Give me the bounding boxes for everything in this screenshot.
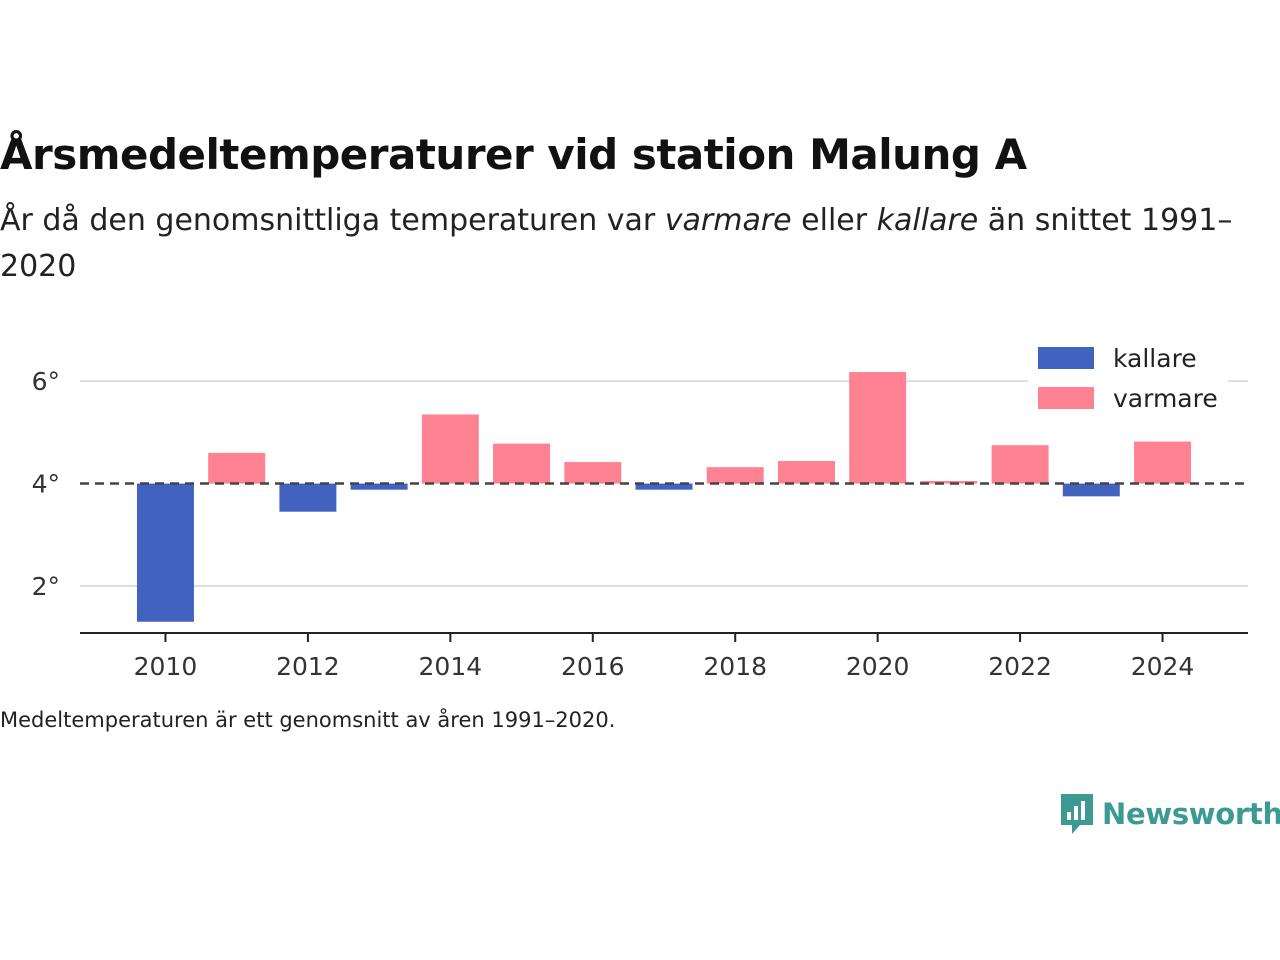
bar-warm [777, 461, 835, 484]
chart-subtitle: År då den genomsnittliga temperaturen va… [0, 198, 1240, 290]
subtitle-text-2: eller [791, 203, 877, 238]
newsworthy-logo: Newsworthy [1058, 790, 1280, 838]
bar-warm [564, 462, 622, 484]
bar-warm [991, 445, 1049, 484]
bar-cold [635, 483, 693, 490]
bar-warm [208, 452, 266, 484]
x-tick-label: 2024 [1131, 652, 1195, 681]
bar-warm [421, 414, 479, 484]
bar-warm [920, 481, 978, 484]
bar-cold [136, 483, 194, 622]
bar-cold [350, 483, 408, 490]
legend-label-kallare: kallare [1113, 344, 1197, 373]
newsworthy-logo-icon [1061, 794, 1093, 834]
y-tick-label: 4° [32, 470, 60, 499]
x-tick-label: 2020 [846, 652, 910, 681]
newsworthy-logo-text: Newsworthy [1102, 797, 1280, 831]
legend-swatch-kallare [1038, 347, 1094, 369]
x-tick-label: 2022 [988, 652, 1052, 681]
subtitle-cold-word: kallare [876, 203, 979, 238]
y-tick-label: 6° [32, 367, 60, 396]
bar-warm [1134, 441, 1192, 484]
legend-swatch-varmare [1038, 387, 1094, 409]
x-tick-label: 2018 [703, 652, 767, 681]
chart-caption: Medeltemperaturen är ett genomsnitt av å… [0, 708, 616, 732]
bar-warm [493, 443, 551, 484]
bar-warm [849, 371, 907, 484]
bar-warm [706, 467, 764, 484]
x-tick-label: 2012 [276, 652, 340, 681]
subtitle-warm-word: varmare [664, 203, 792, 238]
x-tick-label: 2016 [561, 652, 625, 681]
chart-title: Årsmedeltemperaturer vid station Malung … [0, 130, 1027, 179]
legend-label-varmare: varmare [1113, 384, 1218, 413]
subtitle-text-3: än snittet 1991–2020 [0, 203, 1233, 284]
bar-cold [1062, 483, 1120, 497]
y-tick-label: 2° [32, 572, 60, 601]
x-tick-label: 2010 [134, 652, 198, 681]
bar-chart: 2° 4° 6° 2010 2012 2014 2016 2018 2020 2022 2024 ka… [32, 340, 1248, 681]
x-tick-label: 2014 [419, 652, 483, 681]
subtitle-text-1: År då den genomsnittliga temperaturen va… [0, 203, 665, 238]
bar-cold [279, 483, 337, 512]
